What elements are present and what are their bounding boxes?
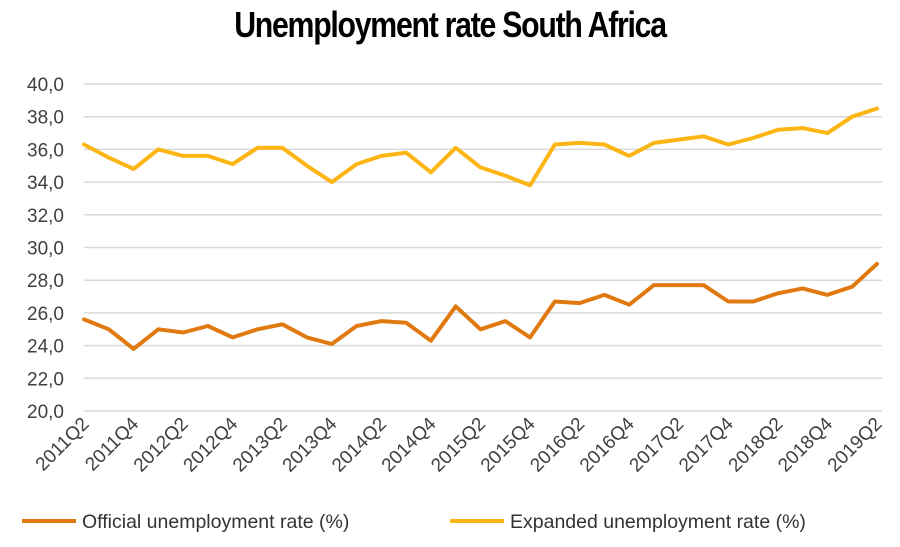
- chart-title: Unemployment rate South Africa: [234, 4, 667, 45]
- x-tick-label: 2013Q4: [279, 413, 342, 476]
- y-tick-label: 30,0: [27, 239, 64, 260]
- x-tick-label: 2013Q2: [229, 414, 292, 477]
- y-tick-label: 28,0: [27, 271, 64, 292]
- x-tick-label: 2017Q2: [626, 414, 689, 477]
- x-tick-label: 2014Q4: [378, 413, 441, 476]
- y-tick-label: 22,0: [27, 369, 64, 390]
- y-tick-label: 24,0: [27, 337, 64, 358]
- x-tick-label: 2016Q2: [526, 414, 589, 477]
- legend-label: Official unemployment rate (%): [82, 511, 349, 533]
- series-line-expanded: [82, 106, 879, 188]
- y-tick-label: 36,0: [27, 140, 64, 161]
- x-tick-label: 2018Q4: [774, 413, 837, 476]
- series-lines: [82, 106, 879, 351]
- x-tick-label: 2019Q2: [824, 414, 887, 477]
- x-tick-label: 2012Q4: [180, 413, 243, 476]
- gridlines: [84, 83, 882, 412]
- x-axis: 2011Q22011Q42012Q22012Q42013Q22013Q42014…: [32, 413, 887, 476]
- series-line-official: [82, 261, 879, 351]
- x-tick-label: 2015Q2: [427, 414, 490, 477]
- x-tick-label: 2016Q4: [576, 413, 639, 476]
- y-tick-label: 26,0: [27, 304, 64, 325]
- y-axis: 20,0 22,0 24,0 26,0 28,0 30,0 32,0 34,0 36,0 38,0…: [27, 75, 64, 423]
- x-tick-label: 2014Q2: [328, 414, 391, 477]
- x-tick-label: 2018Q2: [725, 414, 788, 477]
- x-tick-label: 2012Q2: [130, 414, 193, 477]
- y-tick-label: 20,0: [27, 402, 64, 423]
- x-tick-label: 2015Q4: [477, 413, 540, 476]
- x-tick-label: 2017Q4: [675, 413, 738, 476]
- y-tick-label: 34,0: [27, 173, 64, 194]
- y-tick-label: 32,0: [27, 206, 64, 227]
- y-tick-label: 38,0: [27, 108, 64, 129]
- legend: Official unemployment rate (%) Expanded u…: [22, 511, 806, 533]
- legend-label: Expanded unemployment rate (%): [510, 511, 806, 533]
- y-tick-label: 40,0: [27, 75, 64, 96]
